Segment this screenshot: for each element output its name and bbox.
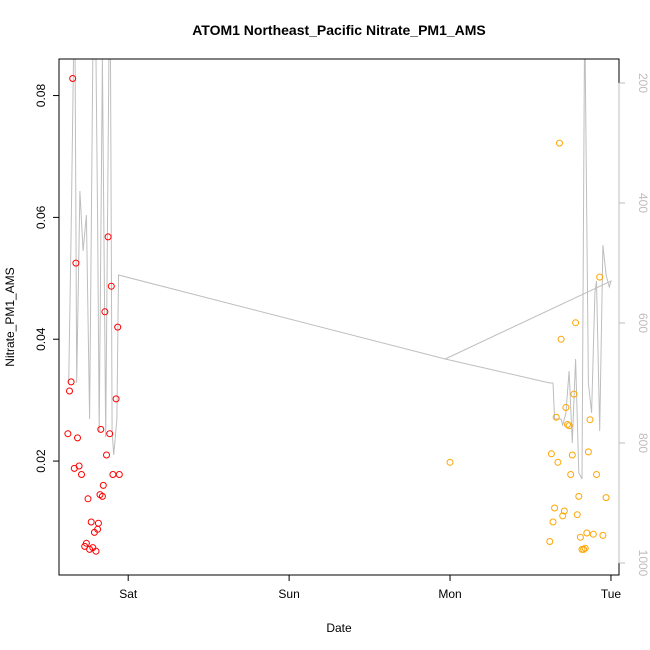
data-point-series2-17	[570, 390, 578, 398]
data-point-series2-4	[549, 518, 557, 526]
data-point-series2-26	[584, 448, 592, 456]
y2-tick-label-2: 400	[636, 193, 650, 213]
data-point-series1-11	[82, 539, 90, 547]
data-point-series1-27	[106, 430, 114, 438]
data-point-series2-7	[554, 458, 562, 466]
data-point-series2-30	[596, 273, 604, 281]
data-point-series2-18	[572, 319, 580, 327]
data-point-series1-22	[98, 492, 106, 500]
data-point-series1-12	[84, 495, 92, 503]
data-point-series2-5	[551, 504, 559, 512]
y-axis-label: Nitrate_PM1_AMS	[3, 267, 17, 366]
data-point-series1-2	[66, 387, 73, 395]
data-point-series2-13	[564, 421, 571, 428]
y2-tick-label-4: 800	[636, 433, 650, 453]
y-tick-label-4: 0.08	[34, 84, 48, 108]
data-point-series1-23	[99, 481, 107, 489]
data-point-series2-15	[567, 471, 575, 478]
data-point-series1-32	[115, 471, 123, 478]
data-point-series2-12	[562, 404, 570, 411]
data-point-series2-29	[593, 471, 600, 478]
data-point-series1-7	[74, 434, 81, 442]
secondary-line	[68, 59, 612, 480]
y2-tick-label-5: 1000	[636, 550, 650, 577]
data-point-series1-4	[69, 75, 77, 82]
data-point-series2-24	[581, 544, 589, 552]
y-tick-label-2: 0.04	[34, 327, 48, 351]
data-point-series1-21	[97, 425, 105, 433]
data-point-series1-24	[101, 308, 109, 316]
data-point-series2-9	[557, 335, 565, 343]
data-point-series2-16	[568, 451, 576, 459]
data-point-series1-31	[114, 323, 122, 331]
data-point-series2-27	[586, 416, 594, 424]
data-point-series2-32	[602, 494, 610, 502]
data-point-series1-25	[103, 451, 110, 459]
chart-title: ATOM1 Northeast_Pacific Nitrate_PM1_AMS	[192, 22, 486, 38]
data-point-series2-25	[583, 529, 591, 537]
x-tick-label-tue: Tue	[601, 587, 622, 601]
data-point-series2-8	[556, 139, 563, 147]
y-tick-label-3: 0.06	[34, 205, 48, 229]
data-point-series1-3	[67, 378, 75, 386]
y-tick-label-1: 0.02	[34, 449, 48, 473]
data-point-series2-21	[576, 533, 584, 541]
data-point-series1-9	[78, 471, 85, 478]
data-point-series2-20	[575, 492, 583, 500]
data-point-series2-31	[599, 531, 607, 539]
data-point-series1-19	[94, 519, 102, 527]
x-axis-label: Date	[326, 621, 352, 635]
x-tick-label-sat: Sat	[119, 587, 138, 601]
data-point-series1-8	[75, 462, 83, 470]
data-point-series1-1	[64, 430, 72, 438]
data-point-series2-3	[547, 450, 555, 458]
data-point-series2-11	[560, 507, 568, 515]
x-tick-label-sun: Sun	[278, 587, 299, 601]
data-point-series2-6	[552, 413, 560, 421]
data-point-series2-19	[573, 511, 581, 519]
data-point-series2-10	[559, 512, 567, 520]
data-point-series2-2	[546, 538, 554, 545]
x-tick-label-mon: Mon	[438, 587, 461, 601]
data-point-series2-1	[446, 458, 454, 466]
data-point-series2-28	[589, 530, 597, 538]
data-point-series1-26	[104, 233, 112, 241]
y2-tick-label-3: 600	[636, 313, 650, 333]
data-point-series2-23	[580, 545, 588, 553]
y2-tick-label-1: 200	[636, 73, 650, 93]
data-point-series1-14	[87, 518, 95, 526]
data-point-series1-28	[107, 282, 115, 290]
data-point-series2-14	[565, 422, 573, 430]
data-point-series1-30	[112, 395, 120, 403]
data-point-series1-17	[92, 547, 100, 555]
data-point-series1-6	[72, 259, 80, 267]
